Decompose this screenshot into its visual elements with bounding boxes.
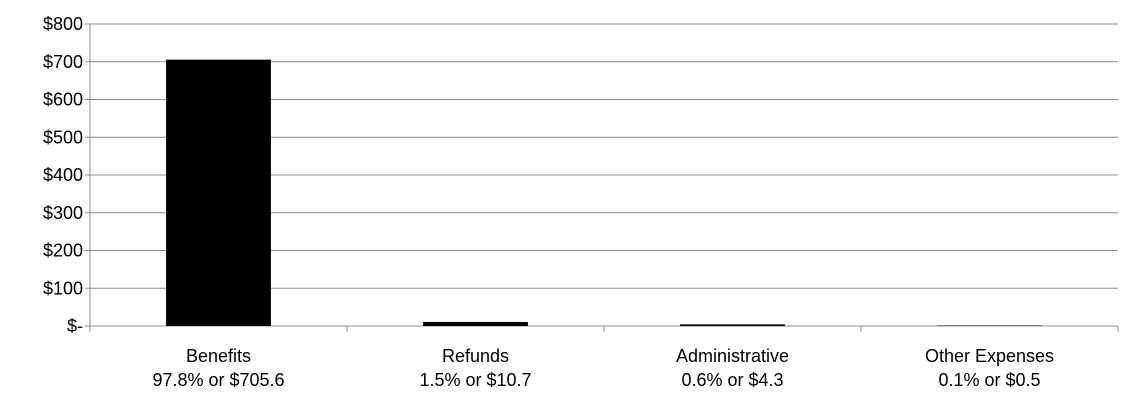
bar-benefits [166,59,271,327]
bar-refunds [423,321,528,326]
y-axis-tick-label: $800 [43,14,83,34]
x-axis-category-labels: Benefits 97.8% or $705.6 Refunds 1.5% or $1… [152,346,1054,390]
x-axis-category-detail: 0.6% or $4.3 [681,370,783,390]
x-axis-category-name: Other Expenses [925,346,1054,366]
x-axis-category-detail: 0.1% or $0.5 [938,370,1040,390]
x-axis-category-name: Refunds [442,346,509,366]
y-axis-tick-label: $200 [43,241,83,261]
bars [166,59,1042,327]
x-axis-category-detail: 97.8% or $705.6 [152,370,284,390]
y-axis-tick-label: $400 [43,165,83,185]
y-axis-tick-labels: $- $100 $200 $300 $400 $500 $600 $700 $800 [43,14,83,336]
x-axis-category-name: Benefits [186,346,251,366]
x-axis-category-name: Administrative [676,346,789,366]
y-axis-tick-label: $600 [43,90,83,110]
y-axis-tick-label: $700 [43,52,83,72]
y-axis-tick-label: $300 [43,203,83,223]
x-axis-category-detail: 1.5% or $10.7 [419,370,531,390]
y-axis-tick-label: $500 [43,127,83,147]
y-axis-tick-label: $100 [43,278,83,298]
y-axis-tick-label: $- [67,316,83,336]
bar-administrative [680,324,785,326]
bar-other-expenses [937,325,1042,326]
